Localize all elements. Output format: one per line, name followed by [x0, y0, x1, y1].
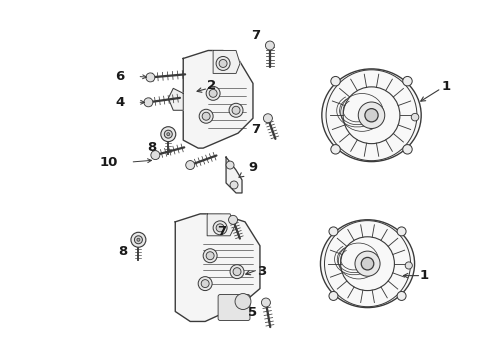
- Text: 2: 2: [206, 79, 215, 92]
- Polygon shape: [183, 50, 252, 148]
- Circle shape: [354, 251, 379, 276]
- Circle shape: [410, 113, 418, 121]
- Polygon shape: [168, 88, 183, 110]
- Circle shape: [145, 73, 155, 82]
- Text: 5: 5: [248, 306, 257, 319]
- Circle shape: [198, 276, 212, 291]
- Circle shape: [134, 236, 142, 244]
- FancyBboxPatch shape: [218, 294, 249, 320]
- Text: 6: 6: [115, 70, 124, 83]
- Text: 4: 4: [116, 96, 125, 109]
- Circle shape: [358, 102, 384, 129]
- Circle shape: [216, 57, 229, 71]
- Circle shape: [185, 161, 194, 170]
- Text: 9: 9: [248, 161, 257, 174]
- Polygon shape: [213, 50, 240, 73]
- Circle shape: [137, 238, 140, 241]
- Circle shape: [263, 114, 272, 123]
- Circle shape: [405, 262, 411, 269]
- Text: 7: 7: [217, 225, 226, 238]
- Circle shape: [131, 232, 145, 247]
- Circle shape: [219, 59, 226, 67]
- Circle shape: [225, 161, 234, 169]
- Text: 7: 7: [251, 123, 260, 136]
- Circle shape: [396, 292, 405, 301]
- Circle shape: [402, 76, 411, 86]
- Circle shape: [229, 265, 244, 279]
- Circle shape: [143, 98, 153, 107]
- Text: 7: 7: [251, 29, 260, 42]
- Circle shape: [232, 106, 240, 114]
- Circle shape: [330, 76, 340, 86]
- Circle shape: [203, 249, 217, 263]
- Circle shape: [235, 293, 250, 310]
- Text: 1: 1: [419, 269, 428, 282]
- Circle shape: [229, 181, 238, 189]
- Circle shape: [265, 41, 274, 50]
- Circle shape: [201, 280, 209, 288]
- Circle shape: [216, 224, 224, 232]
- Circle shape: [202, 112, 210, 120]
- Text: 8: 8: [147, 141, 157, 154]
- Text: 10: 10: [99, 156, 118, 168]
- Ellipse shape: [320, 220, 414, 307]
- Circle shape: [233, 268, 241, 276]
- Circle shape: [209, 89, 217, 97]
- Ellipse shape: [321, 69, 420, 162]
- Circle shape: [151, 150, 160, 159]
- Text: 3: 3: [257, 265, 266, 278]
- Polygon shape: [175, 214, 260, 321]
- Circle shape: [164, 130, 172, 138]
- Circle shape: [228, 103, 243, 117]
- Circle shape: [364, 109, 377, 122]
- Circle shape: [161, 127, 175, 141]
- Circle shape: [330, 145, 340, 154]
- Polygon shape: [207, 214, 235, 236]
- Circle shape: [228, 215, 237, 224]
- Circle shape: [328, 227, 337, 236]
- Text: 1: 1: [441, 80, 450, 93]
- Circle shape: [396, 227, 405, 236]
- Circle shape: [206, 252, 214, 260]
- Polygon shape: [225, 157, 242, 193]
- Circle shape: [328, 292, 337, 301]
- Circle shape: [206, 86, 220, 100]
- Circle shape: [402, 145, 411, 154]
- Circle shape: [261, 298, 270, 307]
- Circle shape: [361, 257, 373, 270]
- Text: 8: 8: [118, 245, 127, 258]
- Circle shape: [213, 221, 226, 235]
- Circle shape: [199, 109, 213, 123]
- Circle shape: [166, 133, 169, 136]
